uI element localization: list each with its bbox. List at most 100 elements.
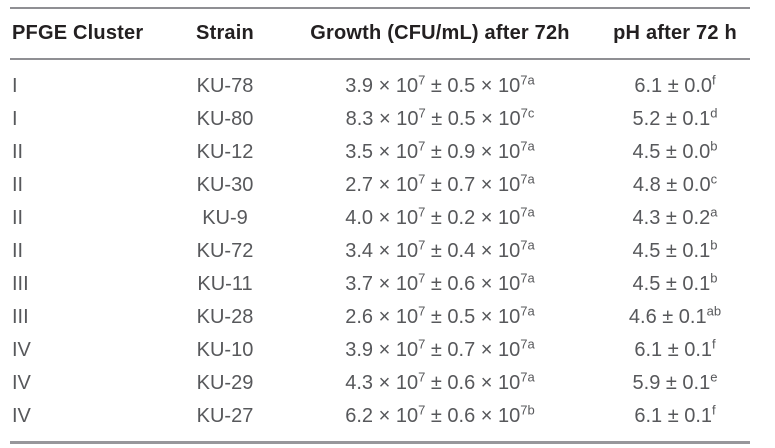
growth-cell: 3.9 × 107 ± 0.5 × 107a xyxy=(280,72,600,98)
growth-mean: 4.0 × 10 xyxy=(345,207,419,229)
ph-sig: b xyxy=(710,138,718,154)
cluster-cell: I xyxy=(12,75,18,97)
cluster-cell: IV xyxy=(12,339,31,361)
strain-cell: KU-11 xyxy=(197,273,253,295)
growth-exponent-sig: 7b xyxy=(520,402,535,418)
growth-mean: 3.9 × 10 xyxy=(345,339,419,361)
growth-exponent-sig: 7a xyxy=(520,204,535,220)
growth-mean: 3.5 × 10 xyxy=(345,141,419,163)
cluster-cell: IV xyxy=(12,405,31,427)
growth-sd: ± 0.5 × 10 xyxy=(425,75,521,97)
growth-exponent-sig: 7a xyxy=(520,138,535,154)
growth-exponent-sig: 7a xyxy=(520,171,535,187)
table-body: I KU-78 3.9 × 107 ± 0.5 × 107a 6.1 ± 0.0… xyxy=(10,60,750,444)
strain-cell: KU-27 xyxy=(196,405,254,427)
table-row: II KU-30 2.7 × 107 ± 0.7 × 107a 4.8 ± 0.… xyxy=(10,169,750,202)
growth-mean: 2.6 × 10 xyxy=(345,306,419,328)
cluster-cell: II xyxy=(12,174,24,196)
ph-sig: b xyxy=(710,237,718,253)
header-pfge-cluster: PFGE Cluster xyxy=(12,22,144,44)
growth-sd: ± 0.9 × 10 xyxy=(425,141,521,163)
ph-sig: c xyxy=(710,171,718,187)
growth-sd: ± 0.6 × 10 xyxy=(425,372,521,394)
growth-exponent: 7 xyxy=(418,72,426,88)
ph-sig: a xyxy=(710,204,718,220)
strain-cell: KU-12 xyxy=(196,141,254,163)
table-row: I KU-80 8.3 × 107 ± 0.5 × 107c 5.2 ± 0.1… xyxy=(10,103,750,136)
ph-sig: b xyxy=(710,270,718,286)
growth-exponent-sig: 7a xyxy=(520,237,535,253)
table-row: III KU-28 2.6 × 107 ± 0.5 × 107a 4.6 ± 0… xyxy=(10,301,750,334)
growth-mean: 3.4 × 10 xyxy=(345,240,419,262)
table-row: IV KU-10 3.9 × 107 ± 0.7 × 107a 6.1 ± 0.… xyxy=(10,334,750,367)
cluster-cell: IV xyxy=(12,372,31,394)
growth-exponent-sig: 7a xyxy=(520,72,535,88)
ph-value: 5.2 ± 0.1 xyxy=(632,108,711,130)
ph-sig: ab xyxy=(706,303,722,319)
ph-value: 4.5 ± 0.1 xyxy=(632,240,711,262)
growth-cell: 8.3 × 107 ± 0.5 × 107c xyxy=(280,105,600,131)
ph-value: 6.1 ± 0.1 xyxy=(634,405,713,427)
header-ph: pH after 72 h xyxy=(613,22,737,44)
growth-mean: 4.3 × 10 xyxy=(345,372,419,394)
strain-cell: KU-10 xyxy=(196,339,254,361)
ph-sig: f xyxy=(712,336,716,352)
growth-exponent: 7 xyxy=(418,303,426,319)
growth-exponent: 7 xyxy=(418,336,426,352)
growth-sd: ± 0.4 × 10 xyxy=(425,240,521,262)
ph-cell: 4.5 ± 0.1b xyxy=(600,237,750,263)
growth-sd: ± 0.2 × 10 xyxy=(425,207,521,229)
ph-cell: 4.8 ± 0.0c xyxy=(600,171,750,197)
growth-exponent: 7 xyxy=(418,402,426,418)
growth-sd: ± 0.6 × 10 xyxy=(425,273,521,295)
growth-exponent-sig: 7a xyxy=(520,336,535,352)
ph-cell: 6.1 ± 0.1f xyxy=(600,336,750,362)
ph-value: 4.5 ± 0.0 xyxy=(632,141,711,163)
growth-sd: ± 0.5 × 10 xyxy=(425,306,521,328)
growth-cell: 3.9 × 107 ± 0.7 × 107a xyxy=(280,336,600,362)
ph-sig: f xyxy=(712,72,716,88)
table-row: I KU-78 3.9 × 107 ± 0.5 × 107a 6.1 ± 0.0… xyxy=(10,70,750,103)
table-row: II KU-12 3.5 × 107 ± 0.9 × 107a 4.5 ± 0.… xyxy=(10,136,750,169)
growth-mean: 2.7 × 10 xyxy=(345,174,419,196)
results-table: PFGE Cluster Strain Growth (CFU/mL) afte… xyxy=(10,7,750,444)
table-row: II KU-9 4.0 × 107 ± 0.2 × 107a 4.3 ± 0.2… xyxy=(10,202,750,235)
growth-cell: 3.7 × 107 ± 0.6 × 107a xyxy=(280,270,600,296)
growth-cell: 4.0 × 107 ± 0.2 × 107a xyxy=(280,204,600,230)
growth-sd: ± 0.7 × 10 xyxy=(425,339,521,361)
growth-cell: 3.5 × 107 ± 0.9 × 107a xyxy=(280,138,600,164)
growth-exponent: 7 xyxy=(418,138,426,154)
ph-sig: f xyxy=(712,402,716,418)
ph-cell: 6.1 ± 0.1f xyxy=(600,402,750,428)
ph-value: 4.3 ± 0.2 xyxy=(632,207,711,229)
ph-sig: e xyxy=(710,369,718,385)
ph-cell: 4.5 ± 0.1b xyxy=(600,270,750,296)
growth-cell: 3.4 × 107 ± 0.4 × 107a xyxy=(280,237,600,263)
cluster-cell: II xyxy=(12,240,24,262)
growth-mean: 3.9 × 10 xyxy=(345,75,419,97)
cluster-cell: I xyxy=(12,108,18,130)
header-growth: Growth (CFU/mL) after 72h xyxy=(310,22,570,44)
growth-exponent: 7 xyxy=(418,270,426,286)
growth-cell: 6.2 × 107 ± 0.6 × 107b xyxy=(280,402,600,428)
growth-cell: 2.6 × 107 ± 0.5 × 107a xyxy=(280,303,600,329)
growth-exponent: 7 xyxy=(418,369,426,385)
cluster-cell: III xyxy=(12,273,29,295)
cluster-cell: III xyxy=(12,306,29,328)
growth-mean: 8.3 × 10 xyxy=(345,108,419,130)
ph-cell: 4.3 ± 0.2a xyxy=(600,204,750,230)
ph-cell: 4.6 ± 0.1ab xyxy=(600,303,750,329)
cluster-cell: II xyxy=(12,141,24,163)
ph-value: 6.1 ± 0.1 xyxy=(634,339,713,361)
strain-cell: KU-30 xyxy=(196,174,254,196)
table-row: II KU-72 3.4 × 107 ± 0.4 × 107a 4.5 ± 0.… xyxy=(10,235,750,268)
table-row: III KU-11 3.7 × 107 ± 0.6 × 107a 4.5 ± 0… xyxy=(10,268,750,301)
growth-exponent-sig: 7a xyxy=(520,270,535,286)
growth-exponent-sig: 7a xyxy=(520,369,535,385)
strain-cell: KU-29 xyxy=(196,372,254,394)
growth-exponent: 7 xyxy=(418,105,426,121)
strain-cell: KU-80 xyxy=(196,108,254,130)
strain-cell: KU-78 xyxy=(196,75,254,97)
ph-value: 4.5 ± 0.1 xyxy=(632,273,711,295)
ph-cell: 5.9 ± 0.1e xyxy=(600,369,750,395)
